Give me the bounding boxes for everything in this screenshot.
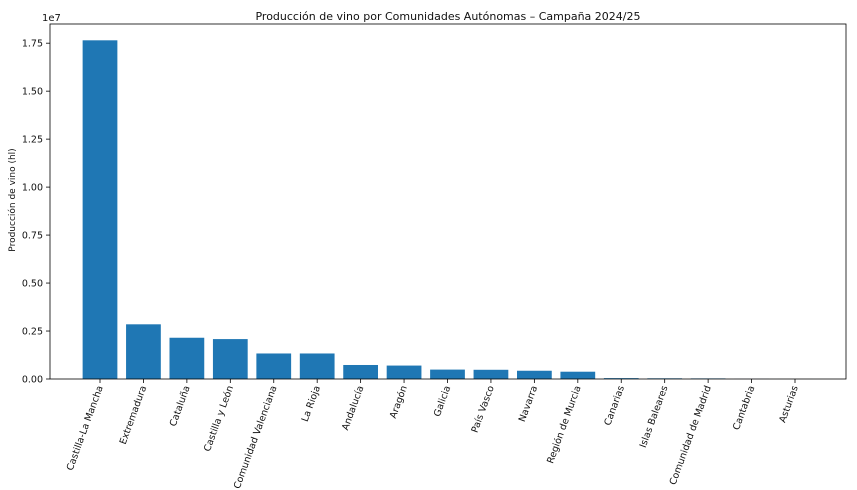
y-tick-label: 1.75 [22, 39, 43, 50]
x-tick-label: Comunidad Valenciana [232, 384, 280, 490]
x-tick-label: País Vasco [470, 384, 497, 434]
x-tick-label: Galicia [432, 384, 453, 418]
bar [212, 339, 248, 379]
bar [473, 369, 509, 379]
bar [603, 378, 639, 379]
bar [169, 337, 205, 379]
y-axis-ticks: 0.00 0.25 0.50 0.75 1.00 1.25 1.50 1.75 [22, 39, 50, 386]
x-tick-label: Extremadura [118, 384, 149, 446]
x-tick-label: Andalucía [340, 384, 366, 432]
plot-frame [49, 23, 847, 380]
bar [386, 365, 422, 379]
y-tick-label: 1.50 [22, 87, 43, 98]
y-tick-label: 1.25 [22, 135, 43, 146]
x-tick-label: Cantabria [731, 384, 757, 431]
y-axis-label: Producción de vino (hl) [7, 148, 18, 251]
bar [430, 369, 465, 379]
y-tick-label: 0.25 [22, 327, 43, 338]
y-tick-label: 0.00 [22, 375, 43, 386]
x-tick-label: Canarias [602, 384, 627, 427]
x-tick-label: Aragón [388, 384, 410, 420]
bar [126, 324, 161, 379]
x-tick-label: Castilla y León [202, 384, 236, 453]
bar [82, 40, 118, 379]
y-axis-offset-label: 1e7 [42, 13, 61, 24]
x-tick-label: Navarra [517, 384, 540, 423]
bar [299, 353, 335, 379]
y-tick-label: 0.50 [22, 279, 43, 290]
y-tick-label: 1.00 [22, 183, 43, 194]
x-tick-label: Asturias [777, 384, 801, 424]
x-tick-label: La Rioja [300, 384, 323, 423]
x-tick-label: Islas Baleares [638, 384, 671, 449]
bar [560, 371, 596, 379]
y-tick-label: 0.75 [22, 231, 43, 242]
x-axis-ticks: Castilla-La Mancha Extremadura Cataluña Cas… [65, 379, 801, 490]
bar [343, 364, 378, 379]
bars [82, 40, 813, 379]
chart-title: Producción de vino por Comunidades Autón… [255, 10, 640, 23]
x-tick-label: Comunidad de Madrid [668, 384, 714, 486]
x-tick-label: Cataluña [168, 384, 193, 428]
bar [256, 353, 292, 379]
x-tick-label: Región de Murcia [545, 384, 583, 465]
x-tick-label: Castilla-La Mancha [65, 384, 106, 472]
bar [517, 370, 552, 379]
